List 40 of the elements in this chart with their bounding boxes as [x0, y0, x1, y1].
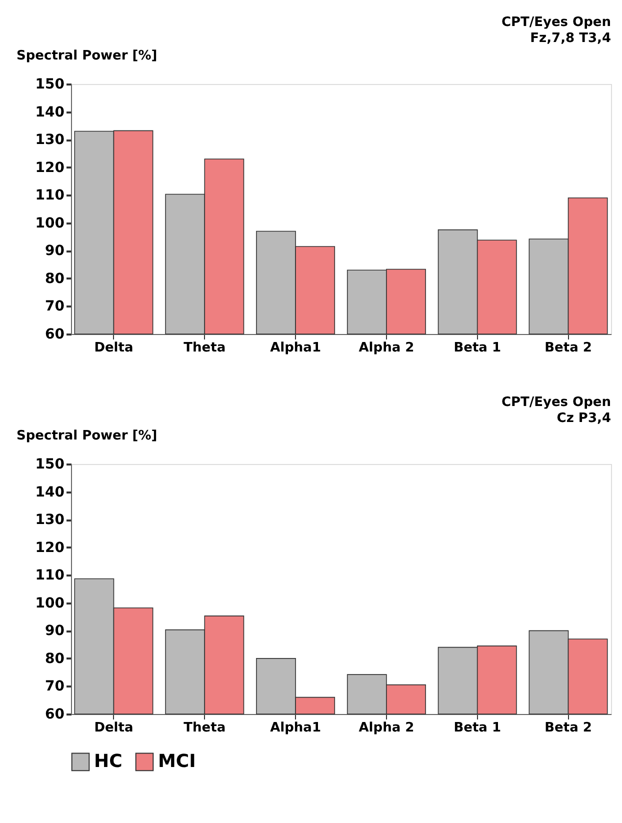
- legend-label: MCI: [158, 750, 196, 772]
- y-tick-label: 110: [35, 568, 65, 584]
- chart-title: CPT/Eyes Open: [501, 395, 611, 410]
- x-tick-label: Alpha1: [270, 720, 321, 736]
- y-tick-label: 60: [45, 706, 65, 722]
- x-tick-label: Delta: [94, 720, 134, 736]
- x-tick-label: Beta 1: [454, 340, 502, 356]
- y-tick-label: 150: [35, 76, 65, 92]
- y-tick-label: 140: [35, 484, 65, 500]
- y-tick-label: 70: [45, 678, 65, 695]
- x-tick-label: Alpha 2: [358, 340, 414, 356]
- y-tick-label: 90: [45, 623, 65, 640]
- x-tick-label: Theta: [184, 720, 226, 736]
- y-tick-label: 110: [35, 188, 65, 204]
- chart-subtitle: Cz P3,4: [556, 411, 611, 426]
- y-tick-label: 140: [35, 104, 65, 120]
- y-tick-label: 130: [35, 512, 65, 528]
- y-axis-title: Spectral Power [%]: [16, 48, 158, 64]
- x-tick-label: Beta 2: [544, 340, 592, 356]
- y-tick-label: 100: [35, 595, 65, 612]
- y-tick-label: 80: [45, 270, 65, 287]
- y-tick-label: 130: [35, 132, 65, 148]
- y-tick-label: 120: [35, 160, 65, 176]
- y-tick-label: 150: [35, 456, 65, 472]
- y-tick-label: 70: [45, 298, 65, 315]
- y-axis-title: Spectral Power [%]: [16, 428, 158, 444]
- chart-subtitle: Fz,7,8 T3,4: [530, 31, 611, 46]
- y-tick-label: 60: [45, 326, 65, 342]
- x-tick-label: Theta: [184, 340, 226, 356]
- y-tick-label: 90: [45, 243, 65, 260]
- x-tick-label: Alpha1: [270, 340, 321, 356]
- y-tick-label: 120: [35, 540, 65, 556]
- chart-title: CPT/Eyes Open: [501, 15, 611, 30]
- x-tick-label: Beta 1: [454, 720, 502, 736]
- x-tick-label: Beta 2: [544, 720, 592, 736]
- y-tick-label: 80: [45, 650, 65, 667]
- y-tick-label: 100: [35, 215, 65, 232]
- x-tick-label: Alpha 2: [358, 720, 414, 736]
- legend-label: HC: [94, 750, 122, 772]
- x-tick-label: Delta: [94, 340, 134, 356]
